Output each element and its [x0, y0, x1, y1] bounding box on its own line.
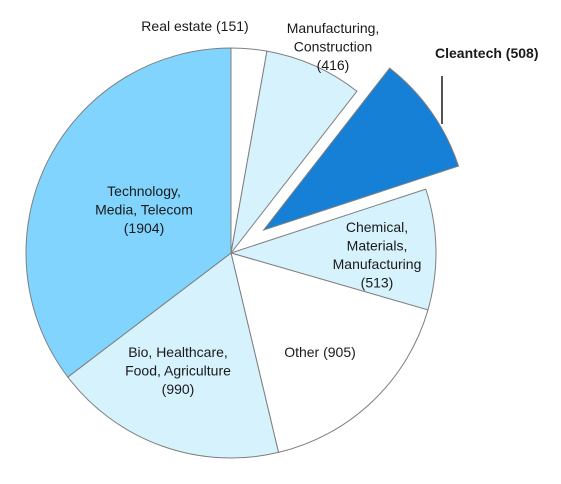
slice-label-line: (416)	[317, 57, 350, 73]
pie-slices	[25, 47, 460, 459]
slice-label-line: (990)	[162, 381, 195, 397]
slice-label-cleantech: Cleantech (508)	[435, 45, 538, 61]
slice-label-line: Technology,	[107, 183, 181, 199]
pie-slice-bio-healthcare-food-agriculture	[67, 252, 280, 459]
slice-label-line: Chemical,	[346, 219, 408, 235]
slice-label-line: Manufacturing	[333, 256, 422, 272]
slice-label-line: Real estate (151)	[141, 18, 248, 34]
slice-label-technology-media-telecom: Technology, Media, Telecom (1904)	[95, 183, 193, 236]
slice-label-chemical-materials-manufacturing: Chemical, Materials, Manufacturing (513)	[333, 219, 422, 291]
slice-label-line: Construction	[294, 39, 373, 55]
slice-label-bio-healthcare-food-agriculture: Bio, Healthcare, Food, Agriculture (990)	[125, 344, 231, 397]
pie-slice-chemical-materials-manufacturing	[229, 188, 437, 311]
pie-slice-cleantech	[262, 67, 460, 231]
pie-labels: Real estate (151) Manufacturing, Construct…	[95, 18, 538, 397]
slice-label-manufacturing-construction: Manufacturing, Construction (416)	[287, 20, 380, 73]
slice-label-line: Cleantech (508)	[435, 45, 538, 61]
slice-label-line: Other (905)	[284, 344, 356, 360]
slice-label-other: Other (905)	[284, 344, 356, 360]
slice-label-line: Food, Agriculture	[125, 363, 231, 379]
slice-label-line: (513)	[361, 275, 394, 291]
pie-slice-manufacturing-construction	[230, 50, 358, 254]
slice-label-line: Materials,	[347, 238, 408, 254]
slice-label-real-estate: Real estate (151)	[141, 18, 248, 34]
pie-slice-other	[230, 252, 429, 454]
slice-label-line: (1904)	[124, 220, 164, 236]
pie-slice-technology-media-telecom	[25, 47, 232, 378]
slice-label-line: Bio, Healthcare,	[128, 344, 228, 360]
slice-label-line: Manufacturing,	[287, 20, 380, 36]
slice-label-line: Media, Telecom	[95, 202, 193, 218]
